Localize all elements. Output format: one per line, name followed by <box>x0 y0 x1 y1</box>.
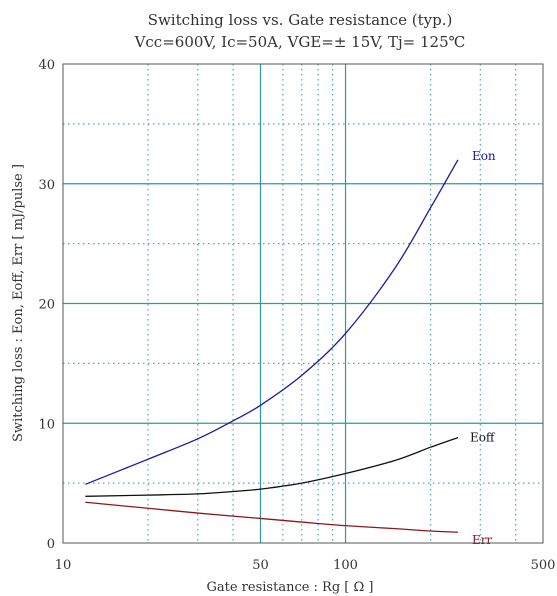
x-tick-label: 50 <box>252 558 269 573</box>
plot-frame <box>62 63 544 544</box>
series-label-err: Err <box>472 533 492 547</box>
y-tick-label: 30 <box>38 178 55 193</box>
y-axis-label: Switching loss : Eon, Eoff, Err [ mJ/pul… <box>11 164 26 442</box>
x-tick-label: 100 <box>333 558 358 573</box>
grid-lines <box>63 64 543 543</box>
series-label-eon: Eon <box>472 149 496 163</box>
x-tick-label: 10 <box>55 558 72 573</box>
series-line-eon <box>85 159 459 485</box>
chart-subtitle: Vcc=600V, Ic=50A, VGE=± 15V, Tj= 125℃ <box>134 33 466 51</box>
y-tick-label: 20 <box>38 298 55 313</box>
chart-title: Switching loss vs. Gate resistance (typ.… <box>148 11 453 29</box>
y-tick-label: 10 <box>38 417 55 432</box>
y-tick-label: 0 <box>47 537 55 552</box>
x-tick-label: 500 <box>531 558 556 573</box>
series-line-err <box>85 501 458 533</box>
x-axis-label: Gate resistance : Rg [ Ω ] <box>207 580 374 595</box>
series-lines: Eon Eoff Err <box>85 149 496 547</box>
series-label-eoff: Eoff <box>470 431 496 445</box>
series-line-eoff <box>85 437 459 497</box>
y-tick-label: 40 <box>38 58 55 73</box>
